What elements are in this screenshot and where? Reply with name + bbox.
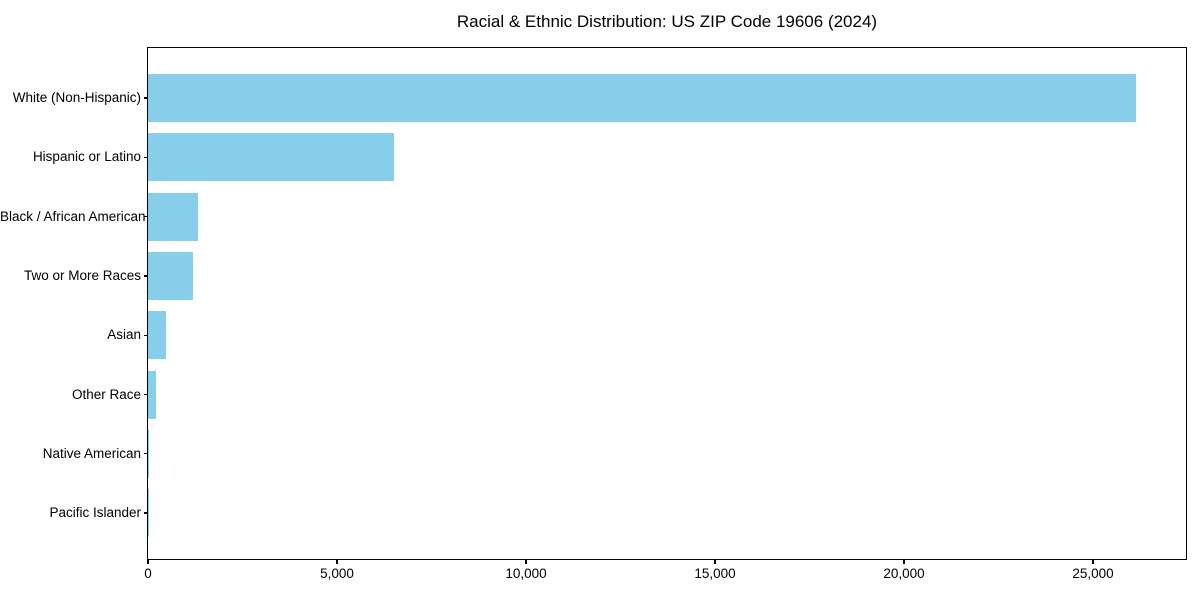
x-axis-tick-label: 15,000	[694, 566, 736, 581]
bar	[148, 429, 149, 478]
bar	[148, 251, 193, 300]
x-axis-tick-label: 20,000	[883, 566, 925, 581]
x-tick-mark	[147, 560, 149, 564]
x-tick-mark	[336, 560, 338, 564]
x-axis-tick-label: 10,000	[505, 566, 547, 581]
x-tick-mark	[1092, 560, 1094, 564]
y-tick-mark	[143, 215, 148, 218]
y-axis-label: Two or More Races	[23, 267, 141, 283]
bar	[148, 370, 156, 419]
bar	[148, 311, 167, 360]
x-axis-tick-label: 0	[144, 566, 152, 581]
x-axis-tick-label: 25,000	[1072, 566, 1114, 581]
y-tick-mark	[143, 97, 148, 99]
y-axis-label: Other Race	[71, 386, 141, 402]
y-axis-label: Asian	[107, 327, 141, 343]
x-tick-mark	[714, 560, 716, 564]
y-tick-mark	[143, 512, 148, 514]
x-tick-mark	[525, 560, 527, 564]
chart-title: Racial & Ethnic Distribution: US ZIP Cod…	[456, 12, 878, 31]
y-tick-mark	[143, 393, 148, 396]
bar	[148, 192, 198, 241]
bar	[148, 74, 1137, 122]
y-axis-label: Pacific Islander	[49, 505, 141, 521]
y-tick-mark	[143, 334, 148, 336]
y-tick-mark	[143, 156, 148, 158]
y-axis-label: Native American	[42, 445, 141, 461]
y-axis-label: Hispanic or Latino	[32, 149, 141, 165]
y-axis-label: White (Non-Hispanic)	[12, 90, 141, 105]
plot-area	[147, 47, 1187, 560]
y-axis-label: Black / African American	[0, 208, 146, 224]
y-tick-mark	[143, 453, 148, 455]
bar	[148, 133, 395, 182]
y-tick-mark	[143, 275, 148, 277]
x-axis-tick-label: 5,000	[320, 566, 354, 581]
x-tick-mark	[903, 560, 905, 564]
